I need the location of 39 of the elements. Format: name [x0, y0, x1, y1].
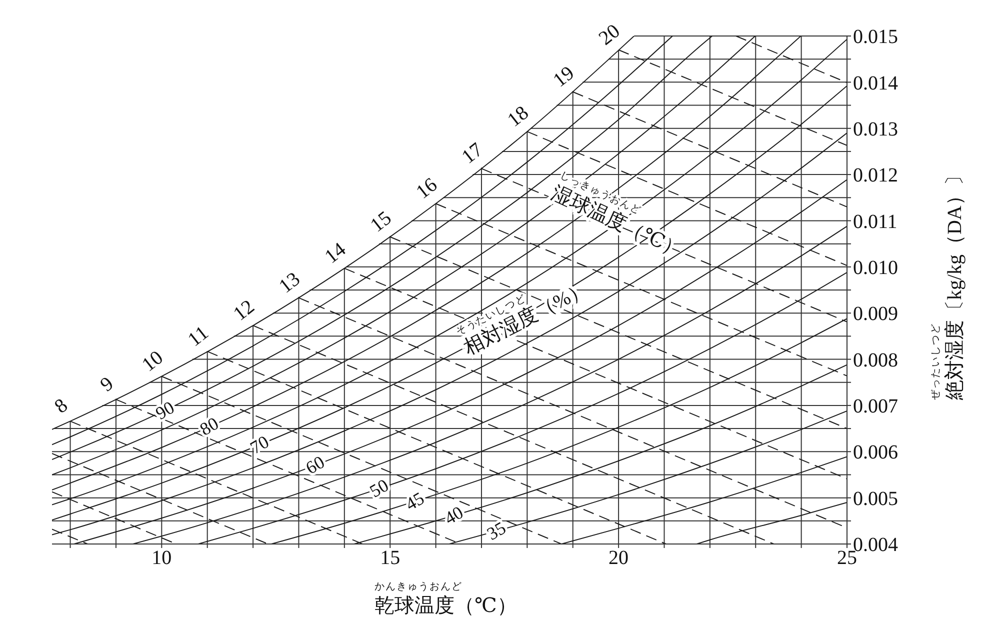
- text: 10: [138, 346, 168, 376]
- text: 15: [366, 207, 396, 237]
- y-tick-label: 0.012: [853, 164, 898, 187]
- text: 20: [594, 20, 624, 50]
- text: 13: [275, 268, 304, 298]
- text: 70: [246, 432, 272, 458]
- y-tick-label: 0.015: [853, 26, 898, 48]
- y-tick-label: 0.006: [853, 442, 898, 464]
- y-tick-label: 0.008: [853, 349, 898, 372]
- text: 11: [184, 322, 213, 352]
- x-tick-label: 20: [608, 547, 629, 570]
- text: 40: [440, 502, 467, 529]
- text: かんきゅうおんど: [374, 582, 462, 592]
- y-tick-label: 0.010: [853, 257, 898, 280]
- text: 8: [50, 394, 72, 418]
- y-tick-label: 0.013: [853, 118, 898, 140]
- x-tick-label: 15: [380, 547, 400, 570]
- y-tick-label: 0.014: [853, 72, 898, 94]
- text: 14: [320, 238, 350, 268]
- y-axis-title: 絶対湿度〔kg/kg（DA）〕: [944, 166, 966, 401]
- text: 35: [484, 518, 510, 544]
- text: ぜったいしつど: [930, 323, 942, 400]
- x-tick-label: 10: [152, 547, 172, 570]
- text: 16: [412, 174, 442, 204]
- text: 19: [549, 62, 579, 92]
- text: 18: [504, 102, 533, 132]
- text: 12: [229, 296, 259, 326]
- y-tick-label: 0.011: [853, 210, 898, 233]
- text: 50: [366, 475, 392, 502]
- y-tick-label: 0.009: [853, 303, 898, 326]
- x-axis-title: 乾球温度（℃）: [374, 595, 517, 617]
- text: 45: [402, 488, 428, 514]
- text: 9: [96, 372, 118, 396]
- text: 80: [196, 413, 222, 440]
- text: 90: [152, 397, 178, 424]
- text: 60: [302, 452, 328, 478]
- y-tick-label: 0.007: [853, 396, 898, 418]
- text: 17: [458, 138, 488, 168]
- y-tick-label: 0.005: [853, 488, 898, 510]
